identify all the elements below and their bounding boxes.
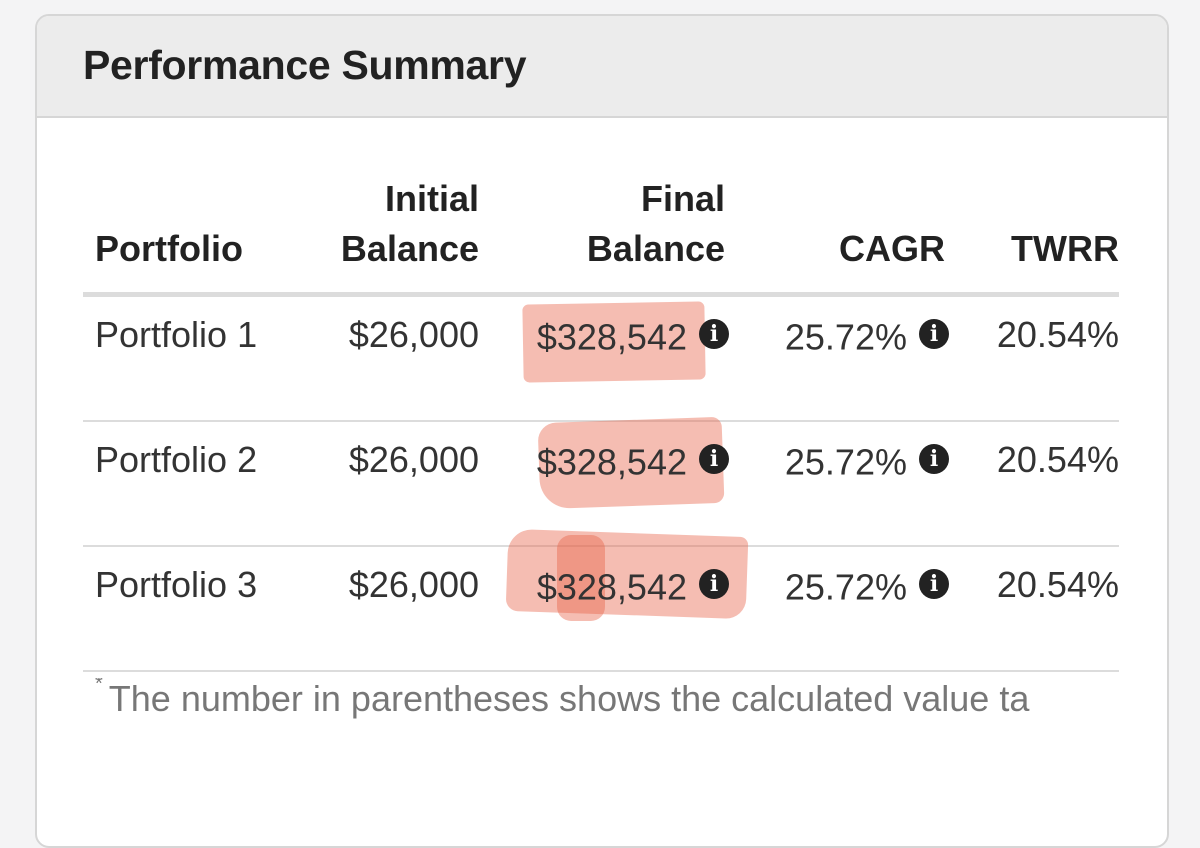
header-final-balance: Final Balance — [587, 174, 725, 274]
header-twrr: TWRR — [1011, 228, 1119, 269]
final-balance-cell: $328,542 i — [537, 436, 729, 486]
initial-balance: $26,000 — [348, 314, 479, 355]
info-icon[interactable]: i — [919, 444, 949, 475]
performance-table: Portfolio Initial Balance Final Balance … — [83, 166, 1119, 672]
cagr-value: 25.72% — [784, 441, 907, 483]
info-icon[interactable]: i — [919, 569, 949, 600]
final-balance-cell: $328,542 i — [537, 311, 729, 361]
cagr-value: 25.72% — [784, 316, 907, 358]
twrr-value: 20.54% — [996, 314, 1119, 355]
final-balance-cell: $328,542 i — [537, 561, 729, 611]
info-icon[interactable]: i — [919, 319, 949, 350]
table-row: Portfolio 2 $26,000 $328,542 i 25.72% i 20… — [83, 416, 1119, 547]
header-initial-line1: Initial — [384, 178, 479, 219]
footnote-marker: * — [95, 678, 103, 695]
table-header: Portfolio Initial Balance Final Balance … — [83, 166, 1119, 297]
table-row: Portfolio 3 $26,000 $328,542 i 25.72% i 20… — [83, 528, 1119, 672]
portfolio-name: Portfolio 1 — [95, 314, 258, 355]
twrr-value: 20.54% — [996, 439, 1119, 480]
info-icon[interactable]: i — [699, 319, 729, 350]
header-initial-line2: Balance — [340, 228, 479, 269]
performance-summary-panel: Performance Summary Portfolio Initial Ba… — [35, 14, 1169, 848]
header-initial-balance: Initial Balance — [341, 174, 479, 274]
header-final-line2: Balance — [586, 228, 725, 269]
header-cagr: CAGR — [839, 228, 945, 269]
header-portfolio: Portfolio — [95, 228, 243, 269]
panel-heading: Performance Summary — [37, 16, 1167, 118]
cagr-value: 25.72% — [784, 566, 907, 608]
header-final-line1: Final — [640, 178, 725, 219]
footnote-text: The number in parentheses shows the calc… — [108, 678, 1030, 719]
cagr-cell: 25.72% i — [785, 311, 949, 361]
info-icon[interactable]: i — [699, 569, 729, 600]
info-icon[interactable]: i — [699, 444, 729, 475]
table-row: Portfolio 1 $26,000 $328,542 i 25.72% i 20… — [83, 297, 1119, 422]
cagr-cell: 25.72% i — [785, 561, 949, 611]
initial-balance: $26,000 — [348, 564, 479, 605]
final-balance: $328,542 — [536, 316, 687, 358]
final-balance: $328,542 — [536, 566, 687, 608]
initial-balance: $26,000 — [348, 439, 479, 480]
footnote: * The number in parentheses shows the cal… — [95, 678, 1115, 720]
cagr-cell: 25.72% i — [785, 436, 949, 486]
final-balance: $328,542 — [536, 441, 687, 483]
portfolio-name: Portfolio 3 — [95, 564, 258, 605]
portfolio-name: Portfolio 2 — [95, 439, 258, 480]
panel-title: Performance Summary — [83, 42, 527, 88]
twrr-value: 20.54% — [996, 564, 1119, 605]
